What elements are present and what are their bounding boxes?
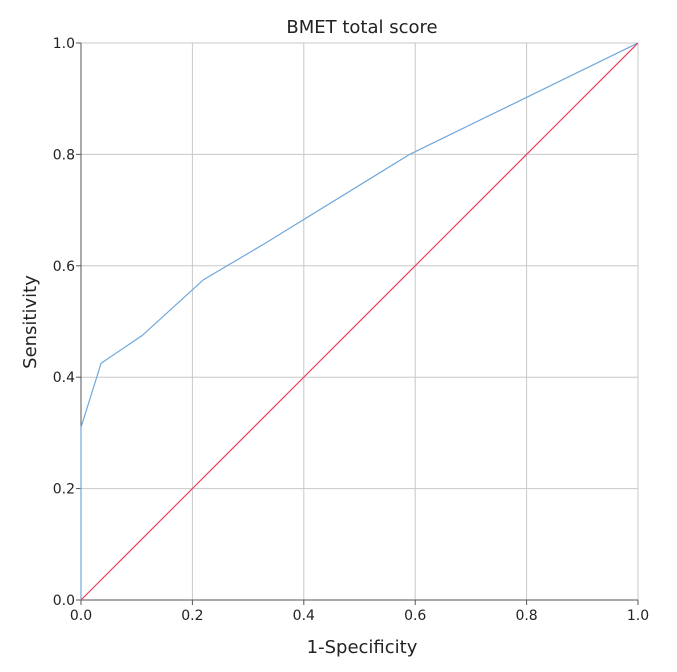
y-axis-title: Sensitivity: [20, 275, 41, 369]
x-tick-label: 0.0: [70, 608, 92, 624]
x-tick-label: 0.8: [515, 608, 537, 624]
grid: [81, 42, 639, 600]
y-tick-label: 0.8: [53, 147, 75, 163]
reference-line: [80, 42, 639, 601]
y-tick-label: 0.6: [53, 259, 75, 275]
x-axis-title: 1-Specificity: [307, 637, 418, 658]
x-tick-label: 1.0: [627, 608, 649, 624]
y-tick-label: 1.0: [53, 36, 75, 52]
series-group: [80, 42, 639, 601]
x-tick-label: 0.6: [404, 608, 426, 624]
chart-title: BMET total score: [286, 17, 437, 38]
x-tick-label: 0.4: [293, 608, 315, 624]
roc-curve-line: [80, 42, 639, 600]
tick-labels: 0.0 0.2 0.4 0.6 0.8 1.0 0.0 0.2 0.4 0.6 0.8 1.0: [53, 36, 649, 624]
y-tick-label: 0.2: [53, 482, 75, 498]
y-tick-label: 0.0: [53, 593, 75, 609]
y-tick-label: 0.4: [53, 370, 75, 386]
x-tick-label: 0.2: [181, 608, 203, 624]
